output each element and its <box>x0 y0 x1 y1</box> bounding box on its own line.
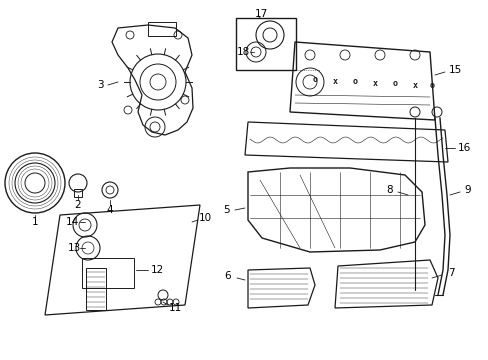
Bar <box>148 22 176 36</box>
Text: 5: 5 <box>223 205 230 215</box>
Text: 12: 12 <box>150 265 163 275</box>
Text: 8: 8 <box>386 185 392 195</box>
Text: 4: 4 <box>106 205 113 215</box>
Bar <box>82 258 134 288</box>
Text: 16: 16 <box>456 143 469 153</box>
Text: x: x <box>412 81 417 90</box>
Text: 11: 11 <box>168 303 181 313</box>
Text: 2: 2 <box>75 200 81 210</box>
Text: o: o <box>352 77 357 86</box>
Text: o: o <box>428 81 434 90</box>
Text: 13: 13 <box>67 243 81 253</box>
Text: 18: 18 <box>236 47 249 57</box>
Text: x: x <box>372 78 377 87</box>
Text: 17: 17 <box>254 9 267 19</box>
Text: 15: 15 <box>447 65 461 75</box>
Text: 10: 10 <box>198 213 211 223</box>
Text: o: o <box>392 80 397 89</box>
Text: 1: 1 <box>32 217 38 227</box>
Text: 9: 9 <box>464 185 470 195</box>
Bar <box>74 189 82 197</box>
Text: x: x <box>332 77 337 85</box>
Text: o: o <box>312 76 317 85</box>
Text: 3: 3 <box>97 80 103 90</box>
Text: 14: 14 <box>65 217 79 227</box>
Text: 6: 6 <box>224 271 231 281</box>
Bar <box>236 18 295 70</box>
Text: 7: 7 <box>447 268 453 278</box>
Bar <box>86 268 106 310</box>
